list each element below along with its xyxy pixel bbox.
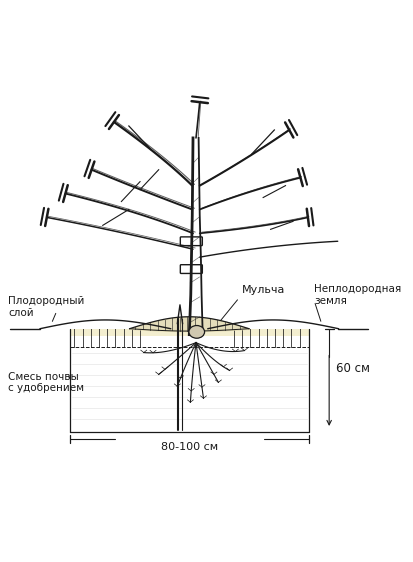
- Text: Неплодородная
земля: Неплодородная земля: [314, 284, 401, 306]
- Bar: [70, 329, 309, 336]
- Ellipse shape: [189, 325, 204, 338]
- Text: 60 см: 60 см: [336, 362, 370, 375]
- Text: 80-100 см: 80-100 см: [161, 442, 218, 452]
- Text: Мульча: Мульча: [221, 285, 285, 320]
- Text: Плодородный
слой: Плодородный слой: [8, 296, 85, 318]
- Text: Смесь почвы
с удобрением: Смесь почвы с удобрением: [8, 371, 84, 393]
